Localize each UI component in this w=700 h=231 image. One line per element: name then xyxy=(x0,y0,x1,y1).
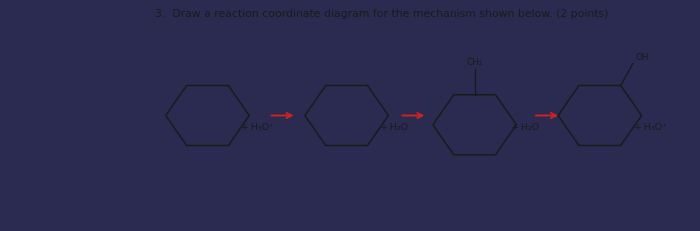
Text: + H₃O⁺: + H₃O⁺ xyxy=(634,123,668,131)
Text: OH: OH xyxy=(636,53,649,62)
Text: ĊH₂: ĊH₂ xyxy=(466,58,483,67)
Text: 3.  Draw a reaction coordinate diagram for the mechanism shown below. (2 points): 3. Draw a reaction coordinate diagram fo… xyxy=(155,9,608,19)
Text: + H₂O: + H₂O xyxy=(511,123,539,131)
Text: + H₂O: + H₂O xyxy=(380,123,408,131)
Text: + H₃O⁺: + H₃O⁺ xyxy=(241,123,274,131)
